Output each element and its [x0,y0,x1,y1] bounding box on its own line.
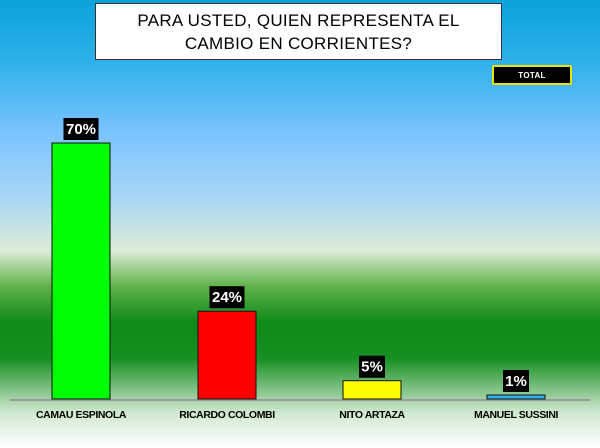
chart-title-box: PARA USTED, QUIEN REPRESENTA EL CAMBIO E… [95,3,502,60]
value-label-background [503,370,529,392]
bar-camau-espinola [51,142,111,400]
value-label-background [209,286,245,309]
category-label-ricardo-colombi: RICARDO COLOMBI [179,409,275,421]
value-label-nito-artaza: 5% [359,355,385,378]
value-label-camau-espinola: 70% [63,118,99,140]
legend-item-total: TOTAL [492,65,572,85]
value-label-manuel-sussini: 1% [503,370,529,392]
value-label-text: 24% [212,289,242,306]
value-labels-group: 70% 24% 5% 1% [63,118,529,392]
value-label-ricardo-colombi: 24% [209,286,245,309]
value-label-text: 5% [361,359,383,376]
bar-ricardo-colombi [197,310,257,400]
category-label-camau-espinola: CAMAU ESPINOLA [36,409,127,421]
chart-title: PARA USTED, QUIEN REPRESENTA EL CAMBIO E… [137,10,460,53]
bars-group [51,142,546,400]
bar-manuel-sussini [486,394,546,400]
value-label-text: 1% [505,373,527,390]
value-label-background [63,118,99,140]
category-label-nito-artaza: NITO ARTAZA [339,409,405,421]
category-labels-group: CAMAU ESPINOLA RICARDO COLOMBI NITO ARTAZA… [36,409,559,421]
bar-nito-artaza [342,380,402,400]
value-label-background [359,355,385,378]
value-label-text: 70% [66,121,96,138]
legend-label: TOTAL [518,70,546,80]
category-label-manuel-sussini: MANUEL SUSSINI [474,409,559,421]
